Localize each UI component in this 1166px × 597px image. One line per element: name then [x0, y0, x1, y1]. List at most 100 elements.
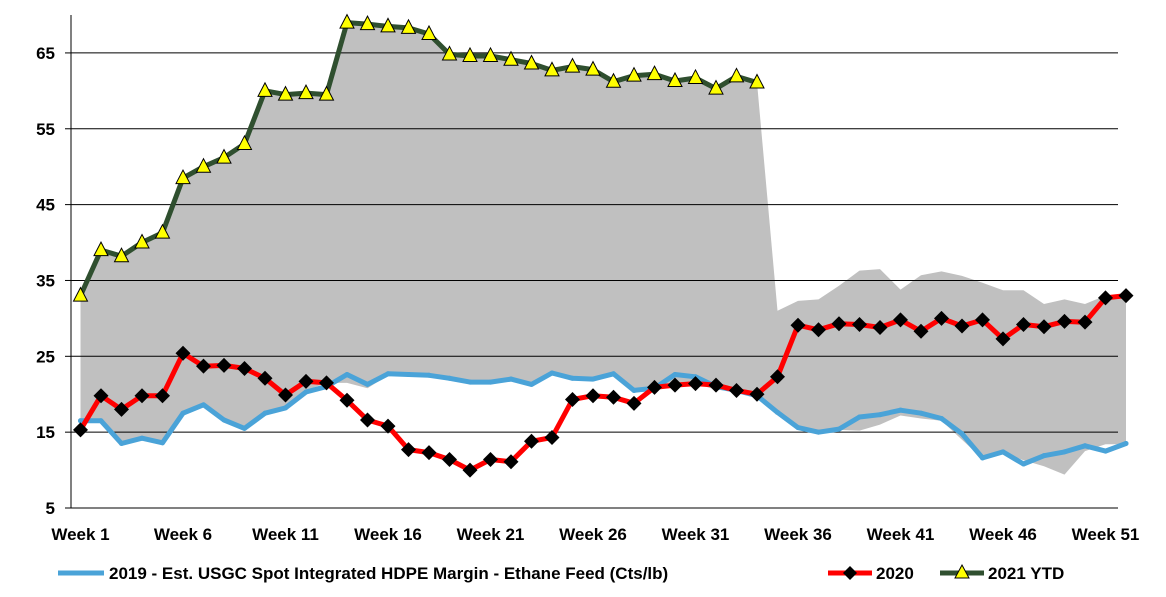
point-2021 — [564, 57, 581, 73]
point-2020 — [483, 451, 498, 467]
point-2020 — [872, 319, 888, 335]
point-2019 — [570, 375, 575, 381]
point-2020 — [688, 376, 703, 392]
point-2021 — [72, 286, 89, 302]
point-2021 — [482, 46, 499, 62]
x-tick-label: Week 16 — [354, 525, 422, 544]
point-2020 — [831, 316, 847, 332]
point-2019 — [78, 418, 83, 424]
point-2019 — [406, 372, 411, 378]
point-2019 — [426, 372, 432, 378]
x-tick-label: Week 41 — [867, 525, 935, 544]
range-band — [80, 22, 1126, 475]
point-2019 — [1041, 453, 1047, 459]
point-2020 — [647, 379, 662, 395]
point-2020 — [319, 375, 334, 391]
point-2019 — [1062, 449, 1067, 455]
point-2019 — [959, 431, 965, 437]
y-tick-label: 5 — [46, 499, 55, 518]
point-2019 — [795, 425, 801, 431]
point-2020 — [1016, 316, 1031, 332]
point-2020 — [278, 387, 293, 403]
point-2020 — [585, 388, 601, 404]
point-2020 — [175, 345, 191, 361]
point-2020 — [339, 392, 355, 408]
point-2020 — [565, 392, 580, 408]
point-2020 — [1036, 319, 1052, 335]
series-2 — [72, 13, 765, 302]
point-2021 — [503, 50, 519, 66]
point-2020 — [442, 451, 457, 467]
point-2020 — [503, 454, 519, 470]
point-2021 — [421, 24, 437, 40]
point-2021 — [339, 13, 355, 29]
point-2020 — [237, 360, 252, 376]
point-2020 — [934, 310, 949, 326]
point-2019 — [447, 375, 452, 381]
point-2021 — [113, 247, 130, 263]
point-2019 — [611, 371, 616, 377]
legend-item-2021: 2021 YTD — [940, 563, 1064, 583]
legend-item-2019: 2019 - Est. USGC Spot Integrated HDPE Ma… — [58, 564, 668, 583]
point-2019 — [877, 412, 883, 418]
point-2020 — [216, 357, 232, 373]
point-2019 — [180, 410, 186, 416]
point-2020 — [790, 317, 806, 333]
point-2021 — [380, 17, 396, 33]
point-2020 — [954, 318, 970, 334]
point-2021 — [708, 79, 724, 95]
point-2019 — [385, 371, 391, 377]
point-2020 — [134, 388, 150, 404]
point-2020 — [380, 418, 396, 434]
series-0 — [78, 370, 1129, 467]
point-2019 — [898, 407, 903, 413]
point-2019 — [1123, 441, 1129, 447]
legend-marker-2020 — [843, 566, 857, 580]
point-2019 — [1021, 461, 1026, 467]
point-2020 — [852, 316, 867, 332]
point-2020 — [606, 389, 621, 405]
series-line-2 — [78, 20, 760, 299]
point-2020 — [524, 433, 539, 449]
point-2019 — [303, 389, 309, 395]
point-2019 — [1103, 448, 1108, 454]
legend-label-2019: 2019 - Est. USGC Spot Integrated HDPE Ma… — [109, 564, 668, 583]
point-2019 — [529, 381, 534, 387]
point-2019 — [816, 429, 821, 435]
point-2021 — [687, 68, 704, 84]
point-2021 — [728, 67, 745, 83]
point-2019 — [242, 425, 247, 431]
point-2019 — [467, 379, 473, 385]
x-tick-label: Week 6 — [154, 525, 212, 544]
point-2019 — [1000, 449, 1006, 455]
point-2020 — [667, 377, 683, 393]
point-2021 — [359, 15, 376, 31]
point-2019 — [119, 441, 124, 447]
point-2021 — [646, 65, 663, 81]
point-2019 — [836, 426, 842, 432]
x-tick-label: Week 51 — [1072, 525, 1140, 544]
point-2021 — [605, 72, 622, 88]
x-tick-label: Week 26 — [559, 525, 627, 544]
point-2021 — [544, 61, 560, 77]
point-2020 — [811, 322, 826, 338]
y-tick-labels: 5 15 25 35 45 55 65 — [36, 44, 55, 518]
point-2019 — [918, 410, 924, 416]
point-2020 — [708, 377, 724, 393]
point-2020 — [257, 370, 273, 386]
point-2019 — [98, 418, 104, 424]
point-2021 — [154, 223, 171, 239]
point-2020 — [360, 412, 375, 428]
point-2020 — [995, 331, 1011, 347]
legend: 2019 - Est. USGC Spot Integrated HDPE Ma… — [58, 563, 1064, 583]
point-2019 — [775, 409, 780, 415]
point-2019 — [201, 402, 206, 408]
point-2021 — [441, 45, 458, 61]
x-tick-label: Week 36 — [764, 525, 832, 544]
point-2021 — [134, 233, 150, 249]
x-tick-label: Week 11 — [252, 525, 319, 544]
point-2019 — [344, 372, 350, 378]
point-2020 — [1098, 290, 1113, 306]
point-2019 — [549, 370, 555, 376]
